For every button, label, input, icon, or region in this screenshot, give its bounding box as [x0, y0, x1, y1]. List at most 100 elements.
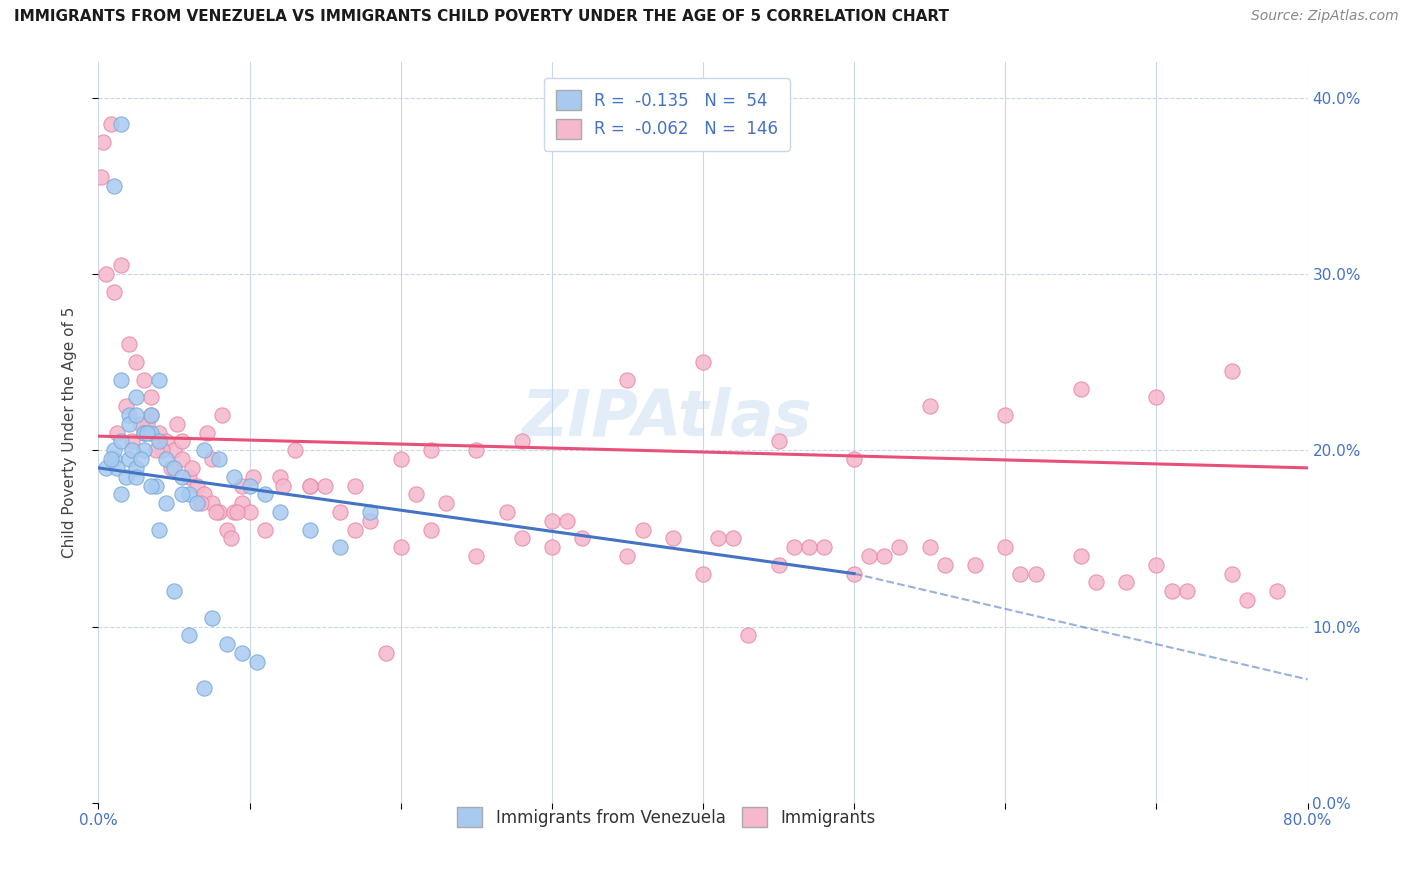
- Point: [129, 452, 152, 467]
- Point: [797, 540, 820, 554]
- Point: [135, 417, 157, 431]
- Point: [170, 469, 193, 483]
- Point: [965, 558, 987, 572]
- Point: [1220, 566, 1243, 581]
- Point: [125, 469, 148, 483]
- Point: [170, 487, 193, 501]
- Point: [186, 496, 208, 510]
- Point: [94, 267, 117, 281]
- Point: [631, 523, 654, 537]
- Point: [1144, 558, 1167, 572]
- Point: [239, 478, 262, 492]
- Point: [121, 434, 143, 449]
- Point: [114, 469, 136, 483]
- Point: [181, 461, 204, 475]
- Point: [215, 637, 238, 651]
- Point: [155, 434, 177, 449]
- Point: [1010, 566, 1032, 581]
- Point: [205, 505, 228, 519]
- Point: [135, 425, 157, 440]
- Point: [1070, 549, 1092, 563]
- Point: [163, 443, 186, 458]
- Point: [94, 461, 117, 475]
- Point: [163, 584, 186, 599]
- Point: [1220, 364, 1243, 378]
- Text: IMMIGRANTS FROM VENEZUELA VS IMMIGRANTS CHILD POVERTY UNDER THE AGE OF 5 CORRELA: IMMIGRANTS FROM VENEZUELA VS IMMIGRANTS …: [14, 9, 949, 24]
- Point: [211, 408, 233, 422]
- Point: [918, 399, 941, 413]
- Point: [314, 478, 336, 492]
- Point: [389, 540, 412, 554]
- Point: [132, 443, 155, 458]
- Point: [201, 496, 224, 510]
- Point: [208, 452, 231, 467]
- Point: [858, 549, 880, 563]
- Point: [110, 258, 132, 272]
- Point: [299, 523, 322, 537]
- Point: [105, 425, 128, 440]
- Point: [155, 452, 177, 467]
- Point: [844, 452, 866, 467]
- Point: [201, 610, 224, 624]
- Point: [540, 540, 562, 554]
- Point: [344, 523, 367, 537]
- Point: [125, 408, 148, 422]
- Point: [723, 532, 745, 546]
- Point: [420, 523, 443, 537]
- Point: [495, 505, 517, 519]
- Point: [405, 487, 427, 501]
- Point: [1115, 575, 1137, 590]
- Point: [994, 408, 1017, 422]
- Point: [193, 443, 215, 458]
- Point: [208, 505, 231, 519]
- Point: [90, 169, 112, 184]
- Point: [224, 505, 246, 519]
- Point: [253, 523, 276, 537]
- Point: [1085, 575, 1108, 590]
- Point: [148, 425, 170, 440]
- Point: [132, 425, 155, 440]
- Point: [231, 646, 253, 660]
- Point: [118, 337, 141, 351]
- Point: [148, 373, 170, 387]
- Point: [768, 434, 790, 449]
- Point: [465, 549, 488, 563]
- Point: [344, 478, 367, 492]
- Point: [844, 566, 866, 581]
- Point: [170, 452, 193, 467]
- Point: [813, 540, 835, 554]
- Point: [420, 443, 443, 458]
- Point: [118, 452, 141, 467]
- Point: [465, 443, 488, 458]
- Point: [141, 478, 163, 492]
- Point: [1024, 566, 1046, 581]
- Point: [201, 452, 224, 467]
- Point: [114, 399, 136, 413]
- Point: [110, 434, 132, 449]
- Point: [110, 373, 132, 387]
- Y-axis label: Child Poverty Under the Age of 5: Child Poverty Under the Age of 5: [62, 307, 77, 558]
- Point: [571, 532, 593, 546]
- Point: [141, 408, 163, 422]
- Point: [889, 540, 911, 554]
- Point: [141, 408, 163, 422]
- Text: Source: ZipAtlas.com: Source: ZipAtlas.com: [1251, 9, 1399, 23]
- Point: [768, 558, 790, 572]
- Point: [103, 178, 125, 193]
- Point: [692, 355, 714, 369]
- Point: [1267, 584, 1289, 599]
- Point: [231, 478, 253, 492]
- Point: [190, 496, 212, 510]
- Point: [105, 461, 128, 475]
- Point: [242, 469, 264, 483]
- Legend: Immigrants from Venezuela, Immigrants: Immigrants from Venezuela, Immigrants: [446, 796, 887, 838]
- Point: [1160, 584, 1182, 599]
- Point: [239, 505, 262, 519]
- Point: [103, 443, 125, 458]
- Point: [186, 478, 208, 492]
- Point: [253, 487, 276, 501]
- Point: [155, 496, 177, 510]
- Point: [148, 434, 170, 449]
- Point: [540, 514, 562, 528]
- Point: [1175, 584, 1198, 599]
